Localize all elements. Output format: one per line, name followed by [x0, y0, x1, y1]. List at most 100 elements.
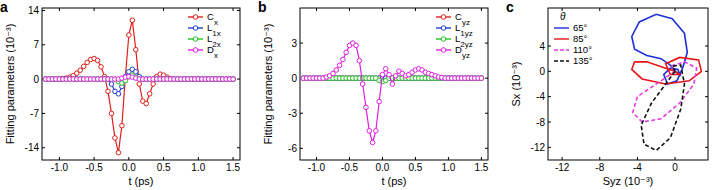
- x-tick-label: 1.0: [441, 162, 455, 173]
- legend-label: 65°: [573, 22, 588, 33]
- point: [231, 77, 236, 82]
- legend-marker: [441, 48, 446, 53]
- y-tick-label: 0: [539, 66, 545, 77]
- point: [109, 111, 114, 116]
- legend-sub: 1x: [212, 29, 220, 38]
- x-tick: [233, 8, 234, 11]
- x-tick: [128, 8, 129, 11]
- y-tick: [705, 122, 708, 123]
- panel: -1.0-0.50.00.51.01.5-14-70714t (ps)Fitti…: [0, 0, 240, 187]
- y-tick: [485, 148, 488, 149]
- x-tick: [94, 8, 95, 11]
- series-line: [45, 20, 233, 152]
- x-tick: [382, 157, 383, 160]
- point: [95, 58, 100, 63]
- x-tick-label: -4: [633, 162, 642, 173]
- x-tick: [349, 157, 350, 160]
- x-tick: [675, 157, 676, 160]
- point: [109, 82, 114, 87]
- point: [137, 82, 142, 87]
- point: [479, 76, 484, 81]
- legend-line: [554, 60, 569, 61]
- plot-frame: [300, 8, 488, 160]
- legend-line: [554, 27, 569, 28]
- y-tick-label: -14: [25, 142, 40, 153]
- x-tick: [198, 8, 199, 11]
- x-tick: [637, 8, 638, 11]
- y-tick: [237, 113, 240, 114]
- data-area: [43, 18, 235, 155]
- y-tick-label: -4: [536, 91, 545, 102]
- plot-frame: [42, 8, 240, 160]
- x-tick: [599, 8, 600, 11]
- point: [374, 128, 379, 133]
- point: [387, 72, 392, 77]
- panel-label: a: [0, 0, 8, 15]
- point: [106, 89, 111, 94]
- point: [130, 18, 135, 23]
- point: [479, 76, 484, 81]
- legend-marker: [441, 37, 446, 42]
- x-tick-label: 0.5: [408, 162, 422, 173]
- series-line: [45, 75, 233, 83]
- y-tick: [548, 122, 551, 123]
- legend-line: [554, 38, 569, 39]
- x-axis-label: Syz (10⁻³): [603, 175, 653, 187]
- y-tick: [705, 71, 708, 72]
- point: [479, 76, 484, 81]
- x-tick-label: 0.5: [157, 162, 171, 173]
- y-tick-label: 14: [28, 5, 40, 16]
- series-line: [641, 65, 684, 151]
- y-tick: [237, 147, 240, 148]
- x-tick: [316, 8, 317, 11]
- x-tick: [233, 157, 234, 160]
- x-tick: [59, 8, 60, 11]
- legend-marker: [193, 37, 198, 42]
- x-tick: [163, 8, 164, 11]
- x-tick-label: 1.5: [474, 162, 488, 173]
- legend-marker: [441, 26, 446, 31]
- x-axis-label: t (ps): [381, 175, 406, 187]
- x-tick: [481, 8, 482, 11]
- legend-title: θ: [560, 11, 566, 22]
- x-tick-label: 0.0: [122, 162, 136, 173]
- x-tick-label: 0: [672, 162, 678, 173]
- point: [78, 68, 83, 73]
- series-line: [632, 57, 702, 84]
- x-tick-label: -1.0: [51, 162, 69, 173]
- legend-marker: [193, 26, 198, 31]
- x-tick: [198, 157, 199, 160]
- legend-label: 135°: [573, 55, 593, 66]
- x-tick: [316, 157, 317, 160]
- y-tick: [300, 148, 303, 149]
- panel-label: c: [506, 0, 514, 15]
- legend-label: 110°: [573, 44, 592, 55]
- series-line: [303, 43, 481, 142]
- panel: -12-8-40-12-8-404Syz (10⁻³)Sx (10⁻³)cθ65…: [506, 0, 708, 187]
- point: [113, 136, 118, 141]
- legend-marker: [193, 15, 198, 20]
- legend-label: Dx: [207, 44, 218, 60]
- legend: CxL1xL2xDx: [188, 11, 221, 60]
- point: [367, 128, 372, 133]
- y-axis-label: Fitting parameters (10⁻³): [262, 24, 274, 145]
- x-tick: [562, 157, 563, 160]
- point: [334, 68, 339, 73]
- y-tick: [237, 79, 240, 80]
- y-tick-label: 3: [291, 38, 297, 49]
- x-tick-label: 0.0: [376, 162, 390, 173]
- panel-label: b: [258, 0, 267, 15]
- x-tick: [675, 8, 676, 11]
- point: [364, 105, 369, 110]
- y-tick: [300, 113, 303, 114]
- y-tick-label: 0: [33, 74, 39, 85]
- legend-line: [554, 49, 569, 50]
- x-tick-label: -8: [595, 162, 604, 173]
- y-axis-label: Sx (10⁻³): [510, 62, 522, 107]
- y-tick: [300, 43, 303, 44]
- point: [133, 47, 138, 52]
- data-area: [632, 14, 702, 150]
- y-tick: [548, 71, 551, 72]
- legend-marker: [441, 15, 446, 20]
- legend-sub: x: [214, 51, 218, 60]
